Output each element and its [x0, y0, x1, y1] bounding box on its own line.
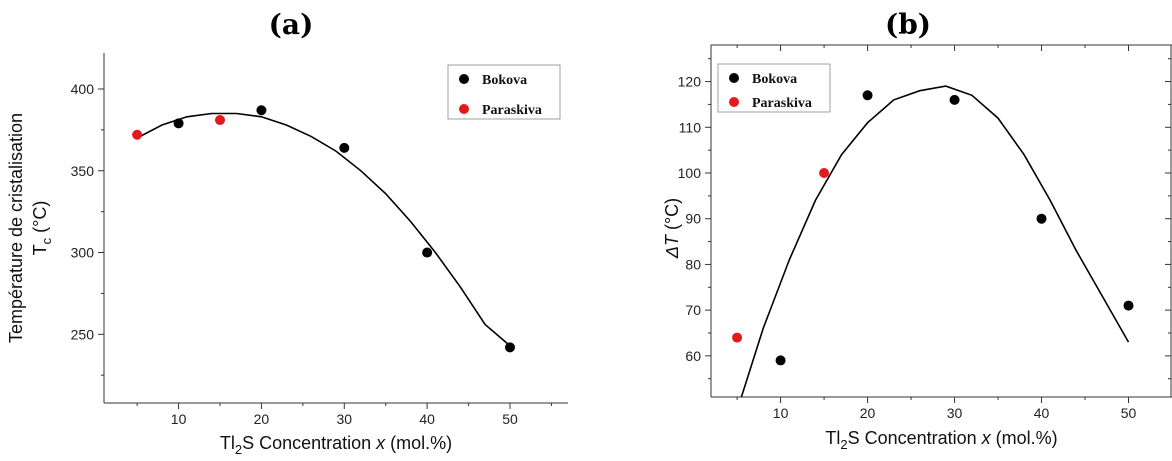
y-label-unit: (°C) [30, 201, 50, 238]
data-point-bokova [775, 355, 786, 366]
data-point-bokova [256, 105, 267, 116]
data-point-paraskiva [215, 115, 225, 126]
panel-title: (b) [885, 8, 931, 41]
data-point-bokova [862, 90, 873, 101]
panel-title: (a) [269, 8, 314, 41]
x-tick-label: 20 [860, 405, 876, 421]
y-tick-label: 120 [678, 74, 702, 90]
x-tick-label: 40 [1034, 405, 1050, 421]
fit-curve [136, 112, 511, 347]
x-label-suffix: (mol.%) [385, 433, 452, 453]
x-label-prefix: Tl [220, 433, 235, 453]
legend-marker [459, 104, 469, 114]
data-point-bokova [505, 342, 515, 353]
x-tick-label: 50 [1121, 405, 1137, 421]
y-tick-label: 90 [685, 211, 701, 227]
x-label-suffix: (mol.%) [991, 428, 1058, 448]
y-label-symbol: T [30, 244, 50, 255]
x-tick-label: 40 [419, 411, 435, 427]
data-point-bokova [1123, 300, 1134, 311]
y-label-subscript: c [39, 237, 54, 244]
x-tick-label: 30 [336, 411, 352, 427]
data-point-bokova [422, 247, 433, 258]
y-label-line2: ΔT (°C) [662, 198, 682, 259]
legend-marker [459, 74, 469, 84]
x-tick-label: 50 [502, 411, 518, 427]
data-point-paraskiva [819, 168, 830, 178]
legend-label: Paraskiva [752, 96, 812, 111]
fit-curve [740, 85, 1130, 398]
data-point-bokova [173, 118, 184, 129]
y-tick-label: 70 [685, 302, 701, 318]
x-tick-label: 20 [254, 411, 270, 427]
y-label-line2: Tc (°C) [30, 201, 54, 256]
x-axis-label: Tl2S Concentration x (mol.%) [220, 433, 452, 457]
y-tick-label: 60 [685, 348, 701, 364]
panel-b: (b) 10 20 30 40 50 60 70 80 90 100 110 120 Bokova Para… [662, 8, 1172, 452]
y-label-unit: (°C) [662, 198, 682, 235]
y-label-line1: Température de cristalisation [6, 113, 26, 343]
panel-a: (a) 10 20 30 40 50 250 300 350 400 Bokova Paraskiva… [6, 8, 568, 457]
x-label-subscript: 2 [840, 437, 847, 452]
y-tick-label: 300 [71, 245, 95, 261]
x-label-mid: S Concentration [848, 428, 982, 448]
x-axis-label: Tl2S Concentration x (mol.%) [825, 428, 1057, 452]
y-label-symbol: ΔT [662, 233, 682, 259]
data-point-paraskiva [732, 332, 743, 343]
legend-label: Bokova [752, 72, 797, 87]
x-label-mid: S Concentration [242, 433, 376, 453]
y-tick-label: 350 [71, 163, 95, 179]
legend-marker [729, 97, 739, 107]
x-tick-label: 10 [773, 405, 789, 421]
y-tick-label: 110 [679, 119, 702, 135]
x-tick-label: 10 [171, 411, 187, 427]
y-tick-label: 80 [685, 256, 701, 272]
data-point-bokova [1036, 213, 1047, 224]
x-label-prefix: Tl [825, 428, 840, 448]
y-tick-label: 400 [71, 81, 95, 97]
data-point-bokova [949, 94, 960, 105]
y-tick-label: 250 [71, 326, 95, 342]
legend-label: Bokova [482, 73, 527, 88]
x-label-variable: x [375, 433, 386, 453]
data-point-paraskiva [132, 129, 143, 140]
y-tick-label: 100 [678, 165, 702, 181]
x-tick-label: 30 [947, 405, 963, 421]
x-label-variable: x [981, 428, 992, 448]
legend-marker [729, 73, 739, 83]
data-point-bokova [339, 142, 350, 153]
legend-label: Paraskiva [482, 103, 542, 118]
y-axis-label: Température de cristalisation Tc (°C) [6, 113, 54, 343]
y-axis-label: ΔT (°C) [662, 198, 682, 259]
x-label-subscript: 2 [235, 442, 242, 457]
